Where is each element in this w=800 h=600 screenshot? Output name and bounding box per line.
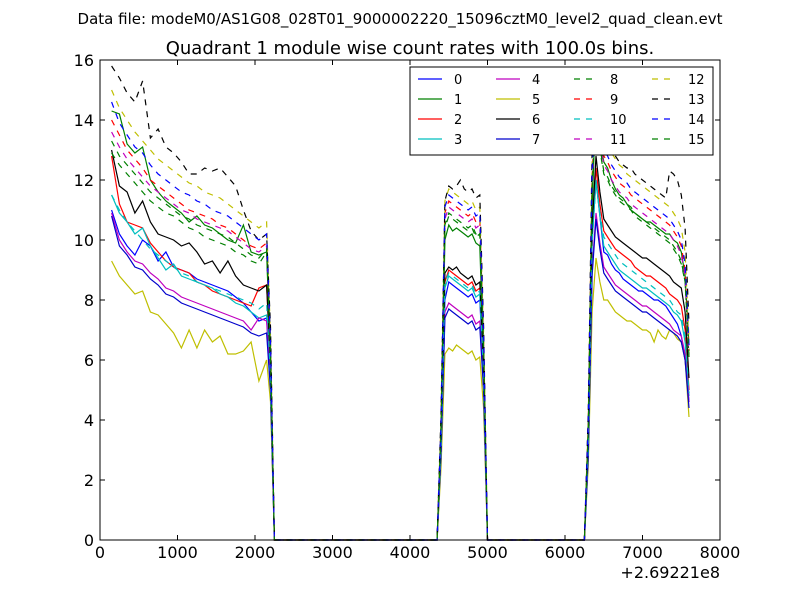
- legend-label-7: 7: [532, 133, 540, 148]
- legend-label-0: 0: [454, 73, 462, 88]
- x-tick-label: 8000: [700, 543, 741, 562]
- legend-label-3: 3: [454, 133, 462, 148]
- x-tick-label: 2000: [235, 543, 276, 562]
- legend-label-15: 15: [688, 133, 705, 148]
- y-tick-label: 2: [84, 471, 94, 490]
- y-tick-label: 10: [74, 231, 94, 250]
- y-tick-label: 8: [84, 291, 94, 310]
- series-line-0: [111, 179, 690, 541]
- legend-label-1: 1: [454, 93, 462, 108]
- y-tick-label: 12: [74, 171, 94, 190]
- legend-label-10: 10: [610, 113, 627, 128]
- legend-label-8: 8: [610, 73, 618, 88]
- x-tick-label: 3000: [312, 543, 353, 562]
- legend-label-5: 5: [532, 93, 540, 108]
- legend-label-2: 2: [454, 113, 462, 128]
- y-tick-label: 16: [74, 51, 94, 70]
- x-tick-label: 5000: [467, 543, 508, 562]
- series-line-4: [111, 212, 690, 541]
- chart-title: Quadrant 1 module wise count rates with …: [166, 38, 655, 59]
- legend-label-12: 12: [688, 73, 705, 88]
- x-tick-label: 0: [95, 543, 105, 562]
- y-tick-label: 0: [84, 531, 94, 550]
- series-line-7: [111, 215, 690, 541]
- series-line-13: [111, 65, 690, 541]
- legend-label-11: 11: [610, 133, 627, 148]
- x-tick-label: 7000: [622, 543, 663, 562]
- legend-label-6: 6: [532, 113, 540, 128]
- series-line-11: [111, 101, 690, 541]
- series-line-5: [111, 257, 690, 541]
- legend-label-13: 13: [688, 93, 705, 108]
- series-line-9: [111, 92, 690, 541]
- x-offset-label: +2.69221e8: [620, 563, 720, 582]
- series-line-15: [111, 104, 690, 541]
- series-line-10: [111, 182, 690, 541]
- x-tick-label: 4000: [390, 543, 431, 562]
- y-tick-label: 14: [74, 111, 94, 130]
- series-line-14: [111, 95, 690, 541]
- y-tick-label: 4: [84, 411, 94, 430]
- legend-box: [409, 66, 714, 156]
- legend-label-4: 4: [532, 73, 540, 88]
- x-tick-label: 6000: [545, 543, 586, 562]
- series-line-12: [111, 89, 690, 541]
- legend-label-14: 14: [688, 113, 705, 128]
- supertitle: Data file: modeM0/AS1G08_028T01_90000022…: [78, 10, 723, 29]
- y-tick-label: 6: [84, 351, 94, 370]
- axes: 0 1000 2000 3000 4000 5000 6000 7000 80000246810…: [74, 51, 741, 582]
- series-line-8: [111, 107, 690, 541]
- series-line-6: [111, 149, 690, 541]
- legend-label-9: 9: [610, 93, 618, 108]
- plot-area: [111, 65, 690, 541]
- x-tick-label: 1000: [157, 543, 198, 562]
